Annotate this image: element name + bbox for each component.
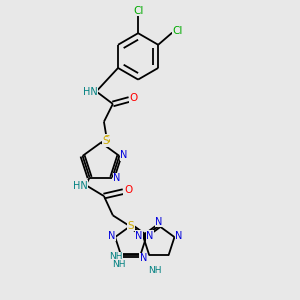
Text: N: N bbox=[155, 217, 163, 227]
Text: N: N bbox=[135, 231, 142, 241]
Text: N: N bbox=[140, 253, 147, 263]
Text: Cl: Cl bbox=[133, 6, 143, 16]
Text: NH: NH bbox=[112, 260, 125, 269]
Text: N: N bbox=[175, 231, 183, 241]
Text: O: O bbox=[130, 93, 138, 103]
Text: Cl: Cl bbox=[172, 26, 183, 36]
Text: N: N bbox=[113, 173, 121, 183]
Text: NH: NH bbox=[109, 252, 122, 261]
Text: S: S bbox=[103, 135, 110, 145]
Text: S: S bbox=[128, 221, 134, 231]
Text: HN: HN bbox=[73, 181, 88, 191]
Text: HN: HN bbox=[83, 87, 98, 97]
Text: O: O bbox=[124, 185, 132, 195]
Text: N: N bbox=[108, 231, 115, 241]
Text: NH: NH bbox=[148, 266, 161, 275]
Text: N: N bbox=[146, 231, 154, 241]
Text: N: N bbox=[120, 150, 128, 160]
Text: S: S bbox=[102, 136, 109, 146]
